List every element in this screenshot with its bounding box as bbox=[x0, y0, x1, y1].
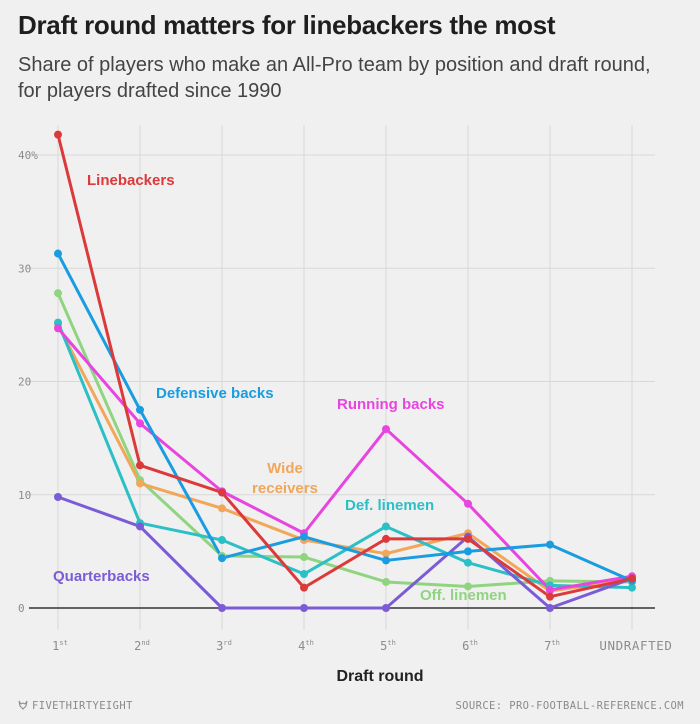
chart-subtitle: Share of players who make an All-Pro tea… bbox=[18, 54, 651, 102]
data-point bbox=[54, 493, 62, 502]
fox-logo-icon bbox=[18, 700, 28, 710]
series-line bbox=[56, 495, 634, 610]
series-line bbox=[56, 291, 634, 588]
data-point bbox=[464, 534, 472, 543]
data-point bbox=[218, 604, 226, 612]
series-label: Def. linemen bbox=[345, 497, 434, 514]
data-point bbox=[54, 318, 62, 327]
y-tick-label: 40% bbox=[18, 149, 38, 162]
data-point bbox=[300, 604, 308, 612]
grid-lines bbox=[29, 125, 655, 630]
footer-source: SOURCE: PRO-FOOTBALL-REFERENCE.COM bbox=[455, 700, 684, 712]
data-point bbox=[136, 479, 144, 488]
data-point bbox=[546, 585, 554, 594]
data-point bbox=[382, 534, 390, 543]
data-point bbox=[300, 583, 308, 592]
chart-title: Draft round matters for linebackers the … bbox=[18, 10, 556, 40]
series-label: Wide receivers bbox=[252, 460, 318, 497]
series-labels: Off. linemen Wide receivers Def. linemen Qua… bbox=[53, 172, 507, 604]
data-point bbox=[382, 425, 390, 434]
series-line bbox=[56, 321, 634, 590]
x-tick-label: 4th bbox=[298, 639, 314, 653]
x-tick-label: 3rd bbox=[216, 639, 232, 653]
y-tick-label: 0 bbox=[18, 602, 25, 615]
data-point bbox=[382, 577, 390, 586]
data-point bbox=[136, 419, 144, 428]
series-lines bbox=[56, 133, 634, 610]
data-point bbox=[54, 249, 62, 258]
series-line bbox=[56, 252, 634, 583]
data-point bbox=[218, 554, 226, 563]
data-point bbox=[300, 553, 308, 562]
series-label: Defensive backs bbox=[156, 385, 274, 402]
x-tick-label: 7th bbox=[544, 639, 560, 653]
data-point bbox=[136, 522, 144, 531]
data-point bbox=[54, 130, 62, 139]
y-tick-label: 20 bbox=[18, 376, 31, 389]
y-tick-label: 10 bbox=[18, 489, 31, 502]
data-point bbox=[300, 570, 308, 579]
data-point bbox=[218, 488, 226, 497]
data-point bbox=[628, 583, 636, 592]
y-tick-label: 30 bbox=[18, 262, 31, 275]
data-point bbox=[464, 558, 472, 567]
series-label: Off. linemen bbox=[420, 587, 507, 604]
data-point bbox=[300, 532, 308, 541]
series-label: Quarterbacks bbox=[53, 568, 150, 585]
data-point bbox=[382, 549, 390, 558]
data-point bbox=[546, 592, 554, 601]
x-tick-label: 5th bbox=[380, 639, 396, 653]
x-tick-label: 1st bbox=[52, 639, 68, 653]
x-tick-label: 2nd bbox=[134, 639, 150, 653]
data-point bbox=[546, 604, 554, 612]
footer-brand-text: FIVETHIRTYEIGHT bbox=[32, 700, 133, 712]
x-tick-label: 6th bbox=[462, 639, 478, 653]
footer-brand: FIVETHIRTYEIGHT bbox=[18, 700, 133, 712]
series-label: Running backs bbox=[337, 396, 445, 413]
x-axis-label: Draft round bbox=[336, 668, 423, 685]
data-point bbox=[382, 604, 390, 612]
data-point bbox=[382, 522, 390, 531]
data-point bbox=[546, 540, 554, 549]
data-point bbox=[628, 574, 636, 583]
data-point bbox=[136, 461, 144, 470]
y-axis-ticks: 0 10 20 30 40% bbox=[18, 149, 38, 615]
data-point bbox=[464, 547, 472, 556]
x-axis-ticks: 1st 2nd 3rd 4th 5th 6th 7th UNDRAFTED bbox=[52, 638, 672, 653]
data-point bbox=[464, 582, 472, 591]
series-points bbox=[54, 130, 636, 612]
data-point bbox=[218, 536, 226, 545]
x-tick-label: UNDRAFTED bbox=[599, 638, 672, 653]
series-label: Linebackers bbox=[87, 172, 175, 189]
data-point bbox=[136, 405, 144, 414]
data-point bbox=[218, 504, 226, 513]
series-line bbox=[56, 133, 634, 599]
data-point bbox=[464, 499, 472, 508]
data-point bbox=[382, 556, 390, 565]
data-point bbox=[54, 289, 62, 298]
data-point bbox=[54, 324, 62, 333]
